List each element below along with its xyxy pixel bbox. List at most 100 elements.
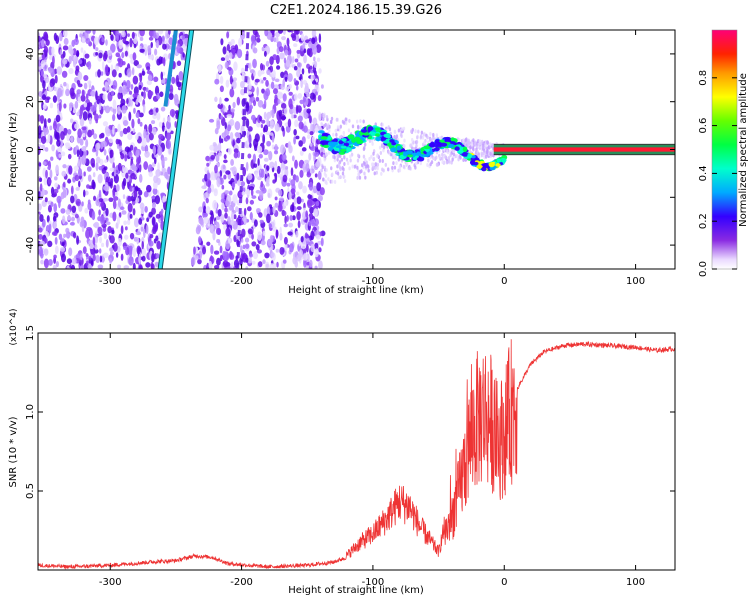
heatmap-cell [265,88,271,97]
carrier-blob [374,127,381,131]
heatmap-cell [362,147,366,152]
heatmap-cell [298,140,303,147]
heatmap-cell [148,90,154,97]
heatmap-cell [292,215,296,221]
heatmap-cell [114,166,117,177]
heatmap-cell [142,86,147,91]
heatmap-cell [161,35,165,42]
heatmap-cell [118,212,122,218]
heatmap-cell [224,262,231,267]
heatmap-cell [94,71,98,78]
heatmap-cell [125,172,129,179]
heatmap-cell [251,233,254,240]
heatmap-cell [245,161,249,172]
carrier-blob [476,164,483,169]
carrier-blob [347,134,355,140]
heatmap-cell [253,219,258,227]
heatmap-cell [227,215,231,225]
heatmap-cell [378,145,382,150]
heatmap-cell [247,91,253,95]
heatmap-cell [349,154,352,159]
heatmap-cell [294,119,299,128]
heatmap-cell [296,49,301,54]
heatmap-cell [75,198,81,207]
heatmap-cell [143,90,146,100]
heatmap-cell [243,217,247,225]
heatmap-cell [459,155,462,160]
heatmap-cell [152,216,156,226]
heatmap-cell [278,189,283,197]
heatmap-cell [168,92,174,101]
heatmap-cell [244,243,250,249]
heatmap-cell [435,155,438,160]
heatmap-cell [41,144,46,152]
heatmap-cell [279,201,283,212]
heatmap-cell [343,161,346,166]
heatmap-cell [339,167,342,172]
heatmap-cell [224,190,230,195]
heatmap-cell [393,130,397,135]
heatmap-cell [52,95,58,103]
heatmap-cell [266,69,271,76]
heatmap-cell [291,56,295,64]
carrier-blob [351,138,356,143]
heatmap-cell [217,64,222,74]
heatmap-cell [53,188,59,194]
heatmap-cell [97,173,103,184]
heatmap-cell [90,90,96,97]
heatmap-cell [80,47,84,53]
bottom-x-tick-label: -300 [99,577,122,588]
heatmap-cell [414,129,417,134]
heatmap-cell [269,263,275,269]
heatmap-cell [199,246,203,250]
heatmap-cell [301,136,306,145]
heatmap-cell [480,151,483,156]
heatmap-cell [118,58,124,68]
heatmap-cell [397,128,401,133]
heatmap-cell [55,261,60,268]
heatmap-cell [478,141,481,146]
heatmap-cell [232,194,238,204]
heatmap-cell [220,38,224,46]
heatmap-cell [77,96,81,104]
heatmap-cell [38,146,41,156]
heatmap-cell [378,158,382,163]
heatmap-cell [452,149,455,154]
heatmap-cell [229,253,235,260]
heatmap-cell [282,30,286,35]
carrier-blob [423,145,431,150]
heatmap-cell [464,157,467,162]
heatmap-cell [253,144,258,152]
heatmap-cell [62,30,68,38]
heatmap-cell [143,190,149,198]
heatmap-cell [212,199,218,210]
heatmap-cell [380,171,383,176]
heatmap-cell [318,111,322,122]
heatmap-cell [274,202,279,208]
heatmap-cell [296,206,302,211]
heatmap-cell [58,233,63,241]
heatmap-cell [298,121,304,130]
heatmap-cell [296,191,300,196]
heatmap-cell [246,206,252,212]
heatmap-cell [379,150,383,155]
heatmap-cell [296,105,302,113]
heatmap-cell [127,33,130,37]
heatmap-cell [249,253,254,258]
heatmap-cell [74,100,79,109]
colorbar-tick-label: 0.8 [698,70,709,86]
heatmap-cell [372,156,376,161]
heatmap-cell [276,261,279,268]
heatmap-cell [259,115,263,122]
heatmap-cell [270,251,275,258]
heatmap-cell [233,148,239,154]
heatmap-cell [53,86,57,92]
heatmap-cell [153,238,157,244]
heatmap-cell [150,263,155,269]
heatmap-cell [154,157,157,165]
heatmap-cell [65,209,71,215]
heatmap-cell [71,257,77,265]
heatmap-cell [445,160,449,165]
heatmap-cell [126,219,131,226]
heatmap-cell [202,246,207,255]
